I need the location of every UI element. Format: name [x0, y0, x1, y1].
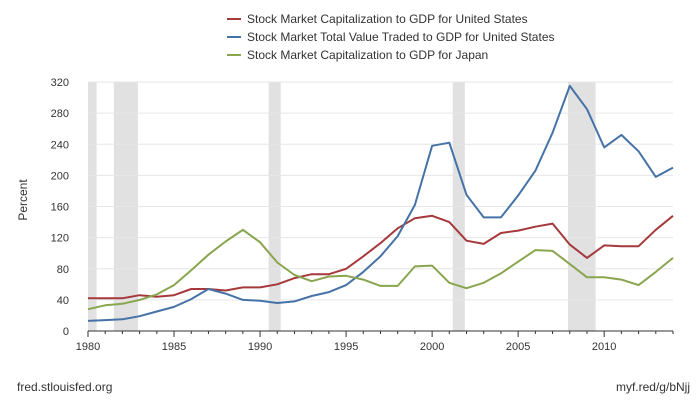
- short-link[interactable]: myf.red/g/bNjj: [615, 380, 690, 394]
- legend-item-1[interactable]: Stock Market Total Value Traded to GDP f…: [227, 30, 555, 44]
- x-tick-label: 1980: [76, 341, 100, 353]
- series-lines: [87, 84, 674, 322]
- legend-label: Stock Market Total Value Traded to GDP f…: [247, 30, 555, 44]
- y-tick-label: 200: [51, 170, 69, 182]
- source-text: fred.stlouisfed.org: [17, 380, 113, 394]
- y-tick-label: 160: [51, 202, 69, 214]
- x-tick-label: 1985: [162, 341, 186, 353]
- x-tick-label: 2005: [506, 341, 530, 353]
- series-line-0: [88, 214, 674, 300]
- y-tick-label: 80: [57, 264, 69, 276]
- y-tick-label: 320: [51, 77, 69, 89]
- legend-label: Stock Market Capitalization to GDP for U…: [247, 12, 528, 26]
- gridlines: [88, 81, 673, 301]
- legend-item-0[interactable]: Stock Market Capitalization to GDP for U…: [227, 12, 528, 26]
- x-tick-label: 2010: [592, 341, 616, 353]
- legend-label: Stock Market Capitalization to GDP for J…: [247, 48, 488, 62]
- y-tick-label: 120: [51, 233, 69, 245]
- y-tick-label: 0: [63, 326, 69, 338]
- series-line-2: [87, 228, 674, 311]
- legend-item-2[interactable]: Stock Market Capitalization to GDP for J…: [227, 48, 488, 62]
- y-axis-label: Percent: [16, 179, 30, 221]
- y-tick-label: 40: [57, 295, 69, 307]
- y-tick-label: 280: [51, 108, 69, 120]
- x-tick-label: 1995: [334, 341, 358, 353]
- axes: 0 40 80 120 160 200 240 280 320 1980 1985 1990 1995 2…: [51, 77, 674, 353]
- chart-legend: Stock Market Capitalization to GDP for U…: [227, 12, 555, 62]
- x-tick-label: 2000: [420, 341, 444, 353]
- x-tick-label: 1990: [248, 341, 272, 353]
- series-line-1: [87, 84, 674, 322]
- y-tick-label: 240: [51, 139, 69, 151]
